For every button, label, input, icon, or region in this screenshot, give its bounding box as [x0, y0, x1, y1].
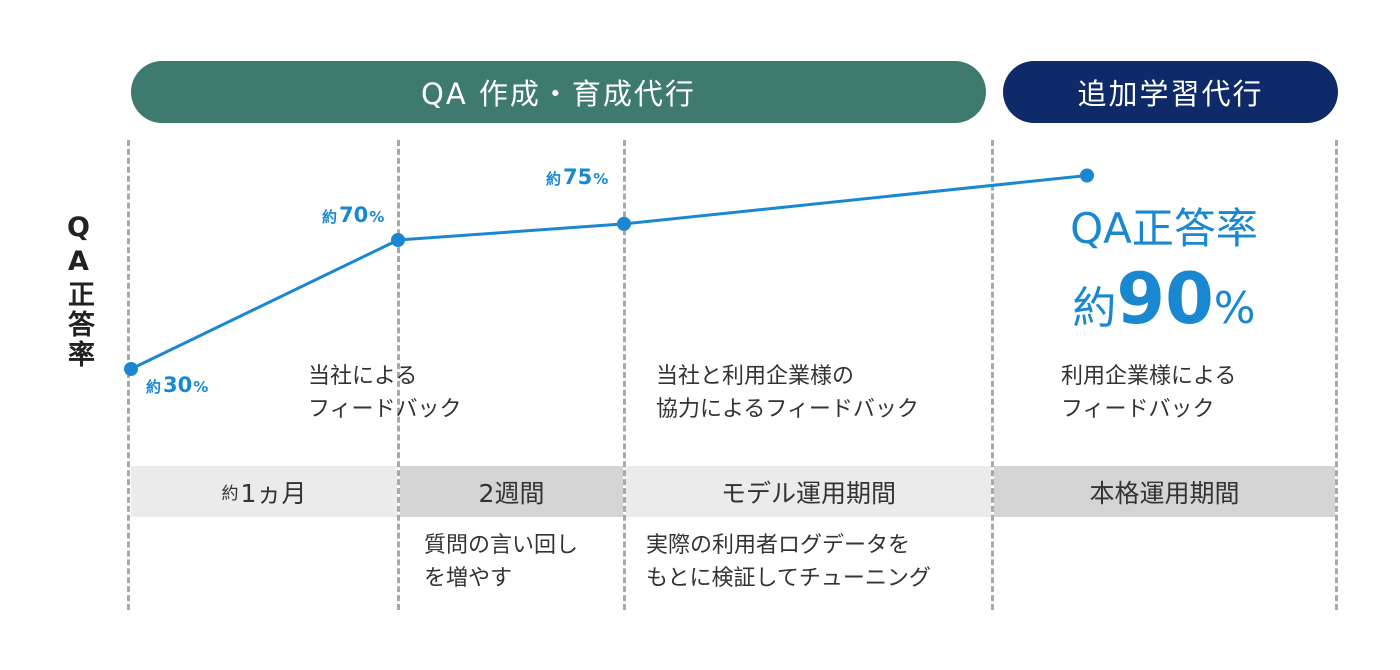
point-label-70: 約70%: [322, 203, 384, 227]
divider-line-end: [1335, 140, 1338, 610]
point-label-unit: %: [369, 208, 385, 226]
period-label-month: 1ヵ月: [240, 478, 307, 508]
data-point-75: [617, 216, 631, 231]
y-axis-label: QA正答率: [63, 212, 94, 370]
period-band-two-weeks: 2週間: [400, 466, 623, 517]
divider-line-month: [397, 140, 400, 610]
point-label-unit: %: [193, 378, 209, 396]
period-note-two-weeks: 質問の言い回し を増やす: [424, 533, 579, 591]
period-note-model: 実際の利用者ログデータを もとに検証してチューニング: [646, 533, 931, 591]
point-label-75: 約75%: [546, 165, 608, 189]
period-label-model: モデル運用期間: [720, 478, 896, 508]
point-label-prefix: 約: [146, 378, 162, 396]
accuracy-series-line: [130, 174, 1088, 371]
point-label-prefix: 約: [322, 208, 338, 226]
data-point-30: [124, 362, 138, 376]
feedback-note-client: 利用企業様による フィードバック: [1061, 364, 1237, 422]
period-prefix: 約: [221, 484, 239, 504]
result-value: 約90%: [1003, 258, 1325, 340]
feedback-note-company: 当社による フィードバック: [308, 364, 462, 422]
result-title: QA正答率: [1070, 204, 1258, 253]
data-point-70: [391, 233, 405, 247]
result-number: 90: [1116, 258, 1214, 340]
result-unit: %: [1213, 283, 1256, 334]
period-band-month: 約 1ヵ月: [131, 466, 397, 517]
point-label-value: 75: [563, 165, 593, 189]
divider-line-model: [991, 140, 994, 610]
point-label-value: 70: [339, 203, 369, 227]
phase-qa-creation-banner: QA 作成・育成代行: [131, 61, 986, 123]
result-prefix: 約: [1072, 283, 1117, 334]
divider-line-two-weeks: [623, 140, 626, 610]
data-point-90: [1080, 168, 1094, 183]
period-band-production: 本格運用期間: [994, 466, 1335, 517]
feedback-note-collaborative: 当社と利用企業様の 協力によるフィードバック: [656, 364, 919, 422]
point-label-value: 30: [163, 373, 193, 397]
period-label-two-weeks: 2週間: [478, 478, 545, 508]
period-band-model: モデル運用期間: [626, 466, 991, 517]
period-label-production: 本格運用期間: [1089, 478, 1240, 508]
phase-additional-learning-banner: 追加学習代行: [1003, 61, 1338, 123]
point-label-unit: %: [593, 170, 609, 188]
point-label-prefix: 約: [546, 170, 562, 188]
point-label-30: 約30%: [146, 373, 208, 397]
